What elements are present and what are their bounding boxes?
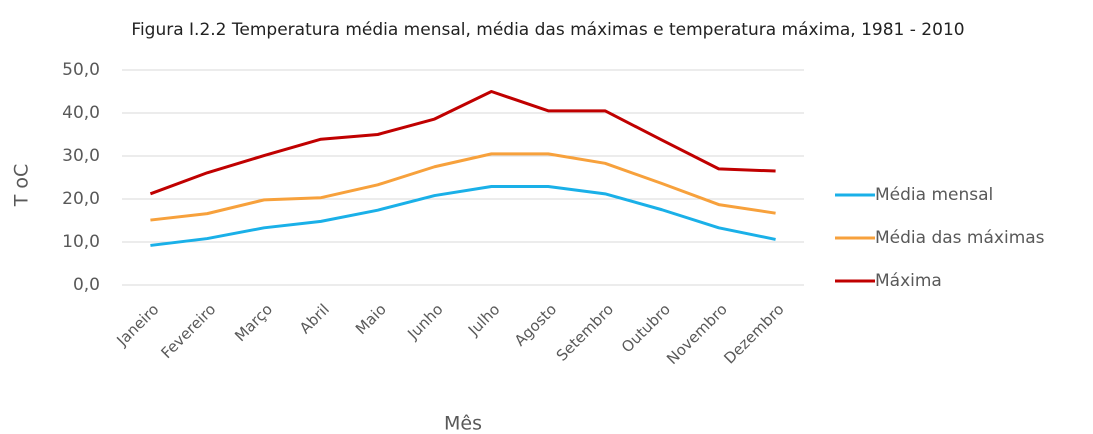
y-tick-label: 50,0 [62,60,100,80]
y-tick-label: 40,0 [62,103,100,123]
x-tick-label: Março [231,300,276,345]
legend-label: Máxima [875,271,942,291]
y-axis-label: T oC [11,164,33,208]
x-tick-label: Dezembro [720,300,787,367]
y-tick-label: 30,0 [62,146,100,166]
x-tick-label: Junho [403,300,446,343]
x-tick-label: Setembro [553,300,617,364]
x-tick-label: Janeiro [113,300,163,350]
y-tick-label: 20,0 [62,189,100,209]
x-tick-label: Abril [296,300,333,337]
x-tick-label: Outubro [618,300,674,356]
x-tick-label: Agosto [511,300,560,349]
legend-label: Média das máximas [875,228,1045,248]
x-tick-label: Julho [464,300,503,339]
series-line [150,185,776,247]
x-tick-label: Maio [352,300,390,338]
chart-title: Figura I.2.2 Temperatura média mensal, m… [131,20,964,40]
y-tick-label: 0,0 [73,275,100,295]
y-tick-label: 10,0 [62,232,100,252]
x-tick-label: Novembro [663,300,731,368]
series-line [149,90,776,196]
series-line [150,152,776,222]
x-axis-label: Mês [444,413,482,434]
x-tick-label: Fevereiro [157,300,219,362]
legend-label: Média mensal [875,185,993,205]
